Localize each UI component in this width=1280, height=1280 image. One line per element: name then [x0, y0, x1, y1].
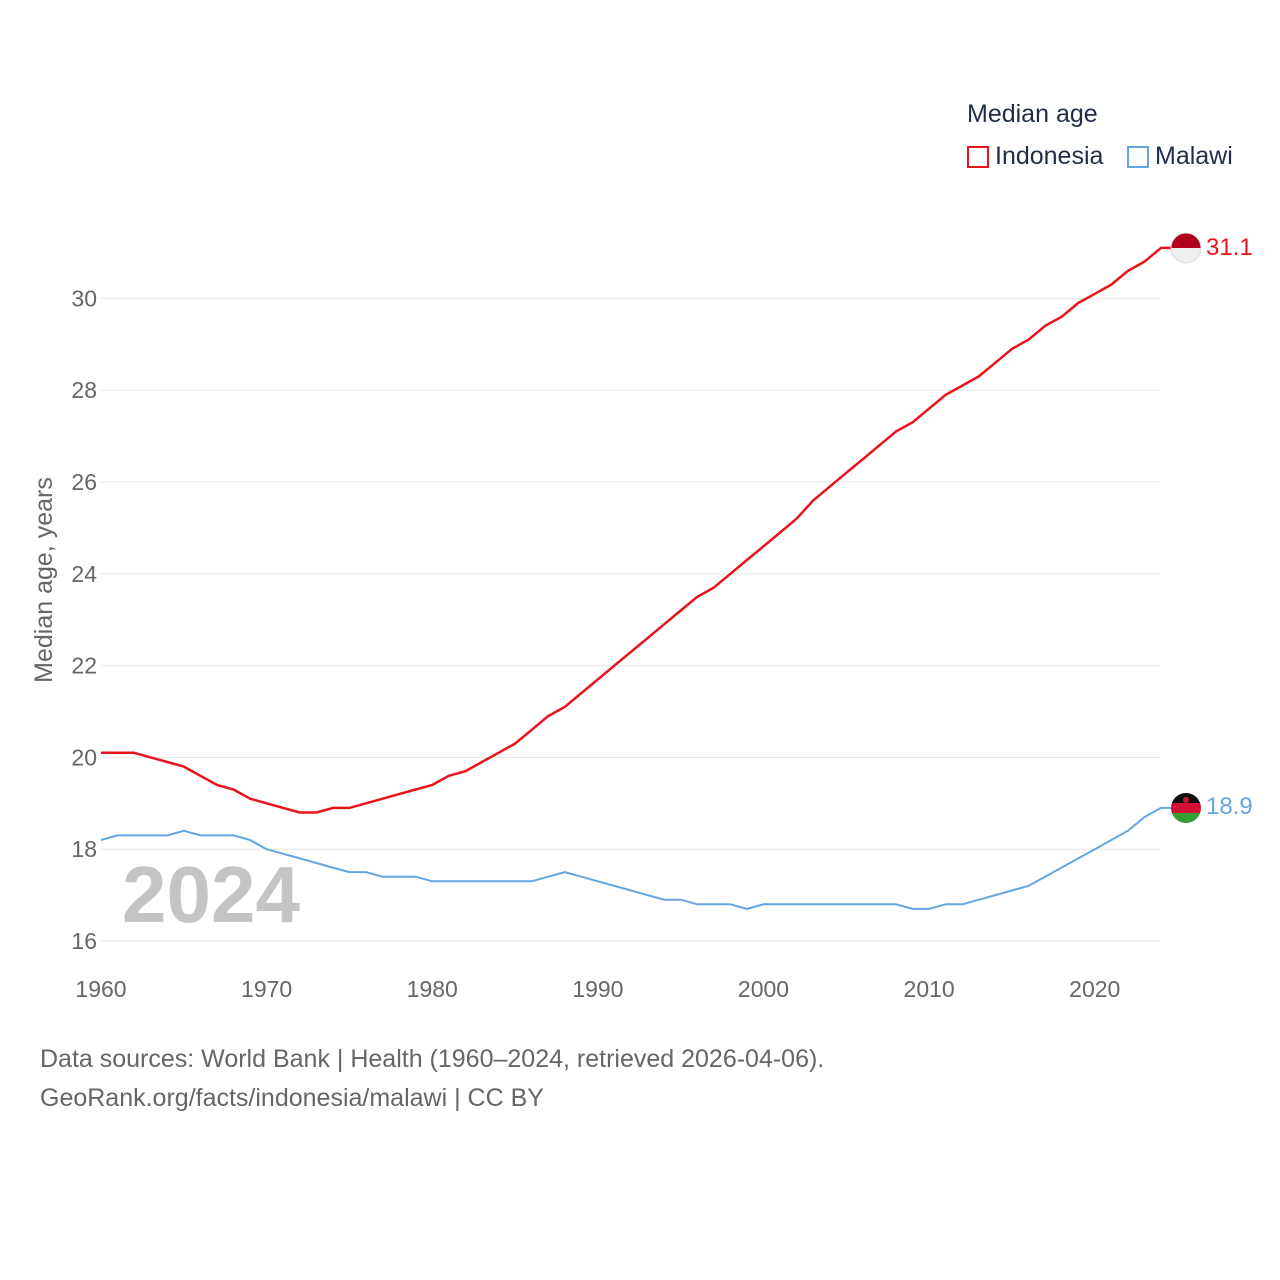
legend-swatch-malawi: [1127, 145, 1149, 168]
y-tick-label-22: 22: [71, 653, 97, 679]
x-tick-label-1970: 1970: [241, 976, 292, 1002]
legend-title: Median age: [967, 100, 1098, 128]
series-lines: [100, 246, 1173, 910]
legend-label-indonesia: Indonesia: [995, 142, 1104, 170]
legend-label-malawi: Malawi: [1155, 142, 1233, 170]
x-tick-label-2000: 2000: [738, 976, 789, 1002]
legend-item-indonesia[interactable]: Indonesia: [967, 142, 1103, 171]
y-tick-label-28: 28: [71, 377, 97, 403]
year-watermark: 2024: [122, 850, 300, 939]
malawi-flag-icon: [1171, 793, 1201, 823]
y-axis-ticks: 16 18 20 22 24 26 28 30: [71, 285, 97, 954]
legend-item-malawi[interactable]: Malawi: [1127, 142, 1233, 171]
series-line-indonesia: [101, 246, 1173, 814]
malawi-end-label: 18.9: [1206, 793, 1253, 820]
data-source-text: Data sources: World Bank | Health (1960–…: [40, 1045, 825, 1073]
y-tick-label-24: 24: [71, 561, 97, 587]
x-tick-label-1980: 1980: [407, 976, 458, 1002]
x-axis-ticks: 1960 1970 1980 1990 2000 2010 2020: [75, 976, 1120, 1002]
indonesia-end-label: 31.1: [1206, 234, 1253, 261]
legend-swatch-indonesia: [967, 145, 989, 168]
y-tick-label-16: 16: [71, 928, 97, 954]
y-tick-label-20: 20: [71, 744, 97, 770]
series-line-malawi: [100, 806, 1173, 910]
y-tick-label-30: 30: [71, 285, 97, 311]
x-tick-label-2020: 2020: [1069, 976, 1120, 1002]
x-tick-label-1990: 1990: [572, 976, 623, 1002]
y-tick-label-18: 18: [71, 836, 97, 862]
y-axis-label: Median age, years: [30, 477, 58, 683]
x-tick-label-1960: 1960: [75, 976, 126, 1002]
x-tick-label-2010: 2010: [904, 976, 955, 1002]
gridlines: [101, 297, 1161, 942]
indonesia-flag-icon: [1170, 232, 1202, 264]
source-link-text[interactable]: GeoRank.org/facts/indonesia/malawi | CC …: [40, 1084, 544, 1112]
y-tick-label-26: 26: [71, 469, 97, 495]
